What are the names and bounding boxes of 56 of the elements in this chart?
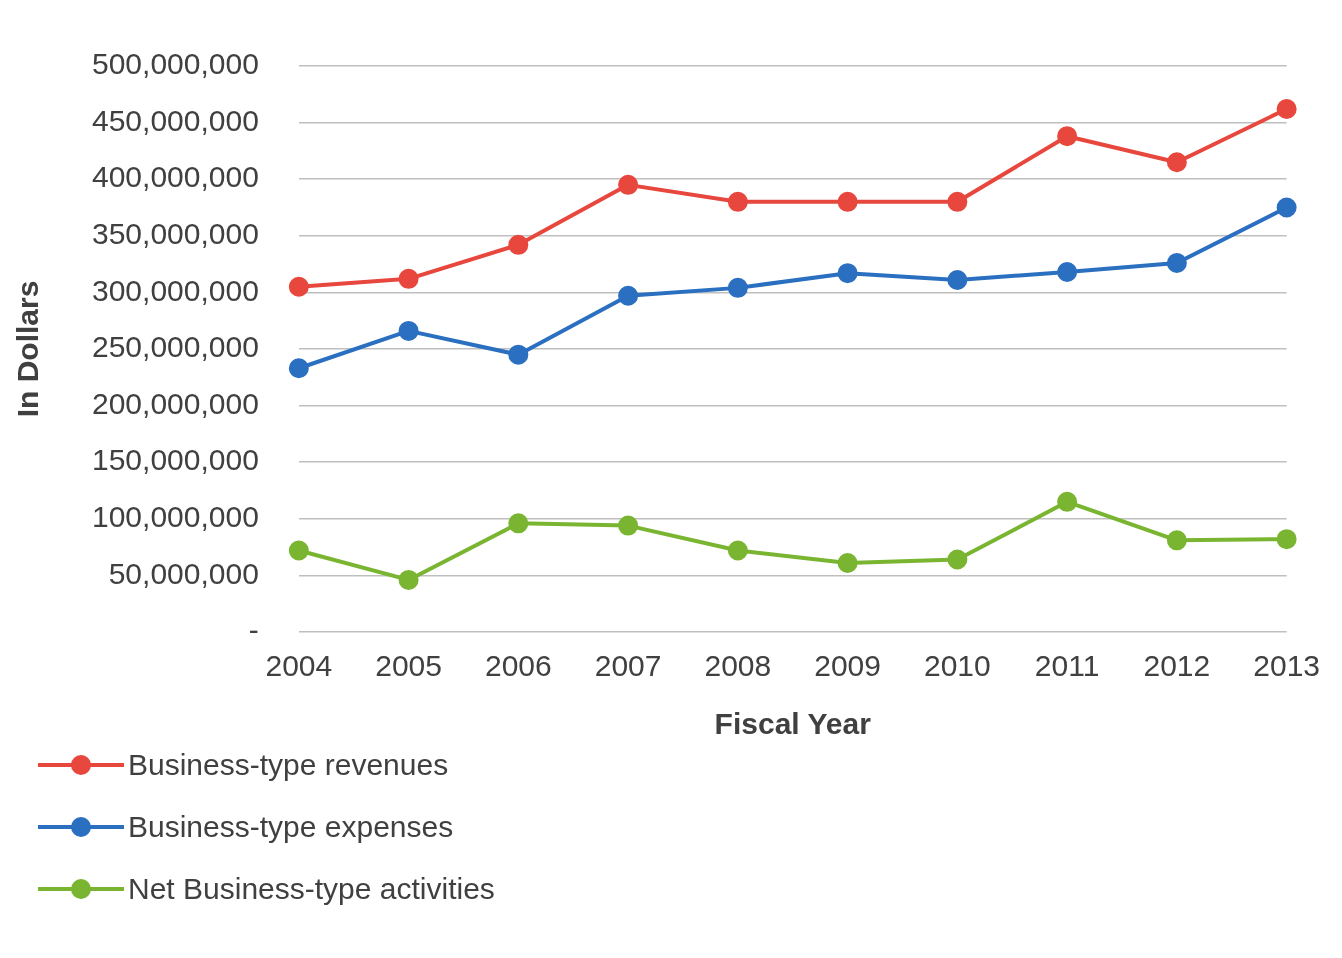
y-tick-label: -: [248, 613, 259, 647]
point: [1057, 491, 1078, 512]
x-tick-label: 2011: [1034, 649, 1100, 683]
point: [837, 263, 858, 284]
x-tick-label: 2007: [594, 649, 662, 683]
y-tick-label: 350,000,000: [91, 217, 259, 251]
point: [398, 569, 419, 590]
x-tick-label: 2005: [375, 649, 442, 683]
y-tick-label: 450,000,000: [91, 103, 259, 137]
x-tick-label: 2010: [923, 649, 991, 683]
point: [618, 285, 639, 306]
y-tick-label: 50,000,000: [108, 556, 259, 590]
point: [398, 268, 419, 289]
point: [288, 276, 309, 297]
y-tick-label: 250,000,000: [91, 330, 259, 364]
y-tick-label: 150,000,000: [91, 443, 259, 477]
point: [508, 513, 529, 534]
point: [288, 540, 309, 561]
y-tick-label: 400,000,000: [91, 160, 259, 194]
point: [727, 277, 748, 298]
legend-label: Net Business-type activities: [128, 872, 495, 906]
point: [1057, 126, 1078, 147]
point: [947, 269, 968, 290]
point: [1057, 262, 1078, 283]
point: [288, 358, 309, 379]
point: [837, 191, 858, 212]
point: [1166, 252, 1187, 273]
x-tick-label: 2008: [704, 649, 772, 683]
point: [1166, 152, 1187, 173]
point: [837, 552, 858, 573]
point: [1276, 197, 1297, 218]
point: [1166, 530, 1187, 551]
point: [398, 320, 419, 341]
legend-label: Business-type revenues: [128, 748, 449, 782]
x-axis-title: Fiscal Year: [714, 707, 872, 741]
legend-label: Business-type expenses: [128, 810, 454, 844]
point: [727, 191, 748, 212]
point: [508, 344, 529, 365]
y-axis-title: In Dollars: [11, 280, 45, 418]
y-tick-label: 500,000,000: [91, 47, 259, 81]
point: [727, 540, 748, 561]
point: [618, 515, 639, 536]
x-tick-label: 2006: [484, 649, 552, 683]
point: [618, 174, 639, 195]
point: [508, 234, 529, 255]
y-tick-label: 300,000,000: [91, 273, 259, 307]
point: [1276, 529, 1297, 550]
y-tick-label: 200,000,000: [91, 386, 259, 420]
x-tick-label: 2004: [265, 649, 333, 683]
point: [947, 549, 968, 570]
x-tick-label: 2009: [814, 649, 881, 683]
x-tick-label: 2013: [1253, 649, 1321, 683]
point: [947, 191, 968, 212]
point: [1276, 99, 1297, 120]
y-tick-label: 100,000,000: [91, 500, 259, 534]
x-tick-label: 2012: [1143, 649, 1211, 683]
